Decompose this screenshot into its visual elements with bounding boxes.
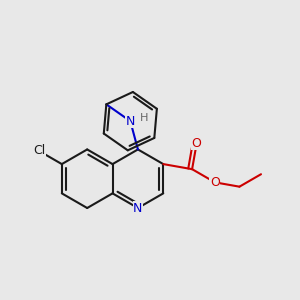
Text: N: N — [133, 202, 142, 214]
Text: O: O — [210, 176, 220, 189]
Text: O: O — [192, 137, 202, 150]
Text: H: H — [140, 113, 148, 123]
Text: Cl: Cl — [33, 144, 45, 158]
Text: N: N — [126, 115, 135, 128]
